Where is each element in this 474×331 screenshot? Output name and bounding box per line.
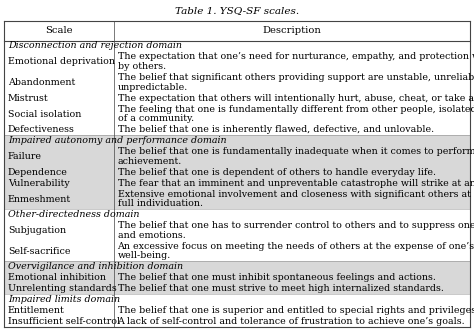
- Text: achievement.: achievement.: [118, 157, 182, 166]
- Text: The belief that one must strive to meet high internalized standards.: The belief that one must strive to meet …: [118, 284, 443, 293]
- Bar: [4, 210, 470, 220]
- Bar: [4, 189, 470, 210]
- Bar: [4, 41, 470, 51]
- Text: Table 1. YSQ-SF scales.: Table 1. YSQ-SF scales.: [175, 6, 299, 15]
- Bar: [4, 294, 470, 305]
- Text: unpredictable.: unpredictable.: [118, 82, 188, 92]
- Text: Extensive emotional involvement and closeness with significant others at the exp: Extensive emotional involvement and clos…: [118, 190, 474, 199]
- Text: Overvigilance and inhibition domain: Overvigilance and inhibition domain: [8, 262, 183, 271]
- Text: Self-sacrifice: Self-sacrifice: [8, 247, 71, 256]
- Text: Insufficient self-control: Insufficient self-control: [8, 317, 120, 326]
- Text: Defectiveness: Defectiveness: [8, 125, 75, 134]
- Text: Emotional deprivation: Emotional deprivation: [8, 57, 115, 66]
- Text: The expectation that others will intentionally hurt, abuse, cheat, or take advan: The expectation that others will intenti…: [118, 94, 474, 103]
- Text: by others.: by others.: [118, 62, 165, 71]
- Text: Entitlement: Entitlement: [8, 306, 65, 315]
- Bar: [4, 135, 470, 146]
- Text: Mistrust: Mistrust: [8, 94, 49, 103]
- Bar: [4, 146, 470, 167]
- Text: Disconnection and rejection domain: Disconnection and rejection domain: [8, 41, 182, 51]
- Text: The belief that one is fundamentally inadequate when it comes to performance and: The belief that one is fundamentally ina…: [118, 147, 474, 156]
- Text: Description: Description: [262, 26, 321, 35]
- Text: Enmeshment: Enmeshment: [8, 195, 71, 204]
- Text: The belief that one must inhibit spontaneous feelings and actions.: The belief that one must inhibit spontan…: [118, 273, 436, 282]
- Text: Emotional inhibition: Emotional inhibition: [8, 273, 106, 282]
- Text: Subjugation: Subjugation: [8, 226, 66, 235]
- Text: well-being.: well-being.: [118, 251, 171, 260]
- Text: Other-directedness domain: Other-directedness domain: [8, 210, 139, 219]
- Bar: [4, 21, 470, 41]
- Text: Failure: Failure: [8, 152, 42, 161]
- Text: Impaired limits domain: Impaired limits domain: [8, 295, 120, 304]
- Text: Abandonment: Abandonment: [8, 78, 75, 87]
- Bar: [4, 283, 470, 294]
- Bar: [4, 178, 470, 189]
- Bar: [4, 124, 470, 135]
- Bar: [4, 261, 470, 272]
- Text: The belief that one has to surrender control to others and to suppress one’s own: The belief that one has to surrender con…: [118, 221, 474, 230]
- Text: The fear that an imminent and unpreventable catastrophe will strike at any time.: The fear that an imminent and unpreventa…: [118, 179, 474, 188]
- Text: The belief that one is dependent of others to handle everyday life.: The belief that one is dependent of othe…: [118, 168, 436, 177]
- Bar: [4, 220, 470, 241]
- Bar: [4, 241, 470, 261]
- Text: The expectation that one’s need for nurturance, empathy, and protection will not: The expectation that one’s need for nurt…: [118, 52, 474, 61]
- Bar: [4, 305, 470, 316]
- Text: and emotions.: and emotions.: [118, 231, 185, 240]
- Text: Vulnerability: Vulnerability: [8, 179, 70, 188]
- Bar: [4, 272, 470, 283]
- Text: The belief that one is superior and entitled to special rights and privileges.: The belief that one is superior and enti…: [118, 306, 474, 315]
- Text: full individuation.: full individuation.: [118, 200, 202, 209]
- Text: Dependence: Dependence: [8, 168, 68, 177]
- Text: Impaired autonomy and performance domain: Impaired autonomy and performance domain: [8, 136, 227, 145]
- Text: The belief that significant others providing support are unstable, unreliable or: The belief that significant others provi…: [118, 73, 474, 82]
- Bar: [4, 93, 470, 104]
- Text: Unrelenting standards: Unrelenting standards: [8, 284, 117, 293]
- Bar: [4, 51, 470, 72]
- Bar: [4, 316, 470, 327]
- Text: An excessive focus on meeting the needs of others at the expense of one’s own ne: An excessive focus on meeting the needs …: [118, 242, 474, 251]
- Text: The belief that one is inherently flawed, defective, and unlovable.: The belief that one is inherently flawed…: [118, 125, 434, 134]
- Text: Scale: Scale: [45, 26, 73, 35]
- Bar: [4, 72, 470, 93]
- Bar: [4, 167, 470, 178]
- Text: Social isolation: Social isolation: [8, 110, 82, 118]
- Text: A lack of self-control and tolerance of frustration to achieve one’s goals.: A lack of self-control and tolerance of …: [118, 317, 465, 326]
- Bar: [4, 104, 470, 124]
- Text: of a community.: of a community.: [118, 114, 194, 123]
- Text: The feeling that one is fundamentally different from other people, isolated, and: The feeling that one is fundamentally di…: [118, 105, 474, 114]
